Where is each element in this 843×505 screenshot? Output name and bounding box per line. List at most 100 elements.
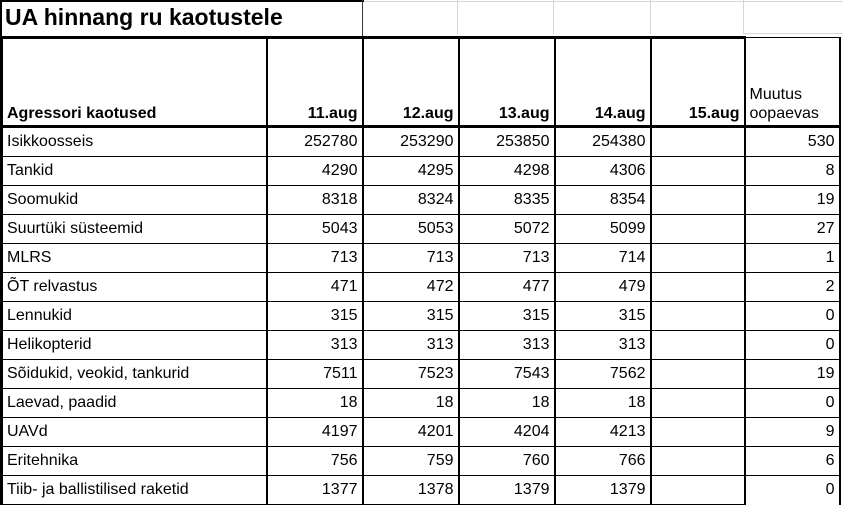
cell-value: 4295: [361, 156, 459, 186]
cell-value: 713: [457, 243, 555, 273]
table-row: Sõidukid, veokid, tankurid 7511 7523 7543 75…: [0, 359, 841, 389]
cell-value: 714: [553, 243, 651, 273]
cell-value: 18: [553, 388, 651, 418]
title-border-left: [0, 0, 2, 38]
cell-category-label: Soomukid: [0, 185, 267, 215]
cell-value: 315: [457, 301, 555, 331]
cell-category-label: Isikkoosseis: [0, 126, 267, 157]
cell-value: 8318: [265, 185, 363, 215]
cell-value: 4213: [553, 417, 651, 447]
cell-value: 254380: [553, 126, 651, 157]
cell-value: 2: [743, 272, 841, 302]
cell-value: 252780: [265, 126, 363, 157]
cell-value: 6: [743, 446, 841, 476]
cell-value: 18: [361, 388, 459, 418]
cell-value: 759: [361, 446, 459, 476]
title-border-right: [362, 0, 363, 36]
cell-value: [649, 330, 745, 360]
cell-value: 8354: [553, 185, 651, 215]
cell-category-label: MLRS: [0, 243, 267, 273]
header-row: Agressori kaotused 11.aug 12.aug 13.aug …: [0, 36, 841, 128]
cell-value: 766: [553, 446, 651, 476]
cell-value: 19: [743, 359, 841, 389]
gridline: [743, 0, 744, 34]
cell-category-label: Laevad, paadid: [0, 388, 267, 418]
cell-value: 313: [457, 330, 555, 360]
cell-value: [649, 214, 745, 244]
cell-value: 18: [265, 388, 363, 418]
cell-value: 0: [743, 475, 841, 505]
cell-value: 8335: [457, 185, 555, 215]
table-row: MLRS 713 713 713 714 1: [0, 243, 841, 273]
cell-value: 4201: [361, 417, 459, 447]
table-row: Tankid 4290 4295 4298 4306 8: [0, 156, 841, 186]
cell-value: 5072: [457, 214, 555, 244]
cell-category-label: Suurtüki süsteemid: [0, 214, 267, 244]
cell-value: 8: [743, 156, 841, 186]
cell-value: 313: [265, 330, 363, 360]
cell-value: 4306: [553, 156, 651, 186]
column-header-date-3: 13.aug: [457, 36, 555, 128]
cell-value: 1377: [265, 475, 363, 505]
sheet-title: UA hinnang ru kaotustele: [5, 4, 283, 30]
cell-value: [649, 156, 745, 186]
cell-value: 1379: [553, 475, 651, 505]
column-header-label: Agressori kaotused: [0, 36, 267, 128]
cell-value: 0: [743, 301, 841, 331]
cell-value: [649, 272, 745, 302]
cell-value: 477: [457, 272, 555, 302]
cell-category-label: Eritehnika: [0, 446, 267, 476]
cell-value: 1379: [457, 475, 555, 505]
cell-value: [649, 446, 745, 476]
cell-value: 756: [265, 446, 363, 476]
table-row: Suurtüki süsteemid 5043 5053 5072 5099 27: [0, 214, 841, 244]
losses-table: Agressori kaotused 11.aug 12.aug 13.aug …: [0, 36, 841, 505]
cell-value: 7543: [457, 359, 555, 389]
cell-category-label: ÕT relvastus: [0, 272, 267, 302]
cell-value: 27: [743, 214, 841, 244]
gridline: [553, 0, 554, 34]
cell-value: 530: [743, 126, 841, 157]
cell-value: 7562: [553, 359, 651, 389]
column-header-date-5: 15.aug: [649, 36, 745, 128]
cell-category-label: Helikopterid: [0, 330, 267, 360]
cell-value: 472: [361, 272, 459, 302]
table-row: Isikkoosseis 252780 253290 253850 254380 530: [0, 126, 841, 157]
cell-value: 760: [457, 446, 555, 476]
column-header-change-line1: Muutus: [749, 86, 802, 103]
cell-value: [649, 243, 745, 273]
cell-category-label: Tankid: [0, 156, 267, 186]
cell-value: 5053: [361, 214, 459, 244]
gridline: [743, 33, 843, 34]
cell-value: 313: [553, 330, 651, 360]
table-row: Tiib- ja ballistilised raketid 1377 1378 13…: [0, 475, 841, 505]
cell-value: 253850: [457, 126, 555, 157]
table-row: Soomukid 8318 8324 8335 8354 19: [0, 185, 841, 215]
cell-value: 4197: [265, 417, 363, 447]
cell-value: 479: [553, 272, 651, 302]
cell-value: [649, 301, 745, 331]
column-header-change: Muutus oopaevas: [743, 37, 841, 128]
cell-value: 1: [743, 243, 841, 273]
cell-value: 7523: [361, 359, 459, 389]
cell-value: 4290: [265, 156, 363, 186]
table-row: UAVd 4197 4201 4204 4213 9: [0, 417, 841, 447]
table-row: ÕT relvastus 471 472 477 479 2: [0, 272, 841, 302]
cell-category-label: Lennukid: [0, 301, 267, 331]
cell-value: [649, 388, 745, 418]
cell-value: 1378: [361, 475, 459, 505]
cell-category-label: Sõidukid, veokid, tankurid: [0, 359, 267, 389]
cell-value: 8324: [361, 185, 459, 215]
table-row: Helikopterid 313 313 313 313 0: [0, 330, 841, 360]
cell-value: 7511: [265, 359, 363, 389]
column-header-date-1: 11.aug: [265, 36, 363, 128]
cell-value: 0: [743, 330, 841, 360]
cell-value: 5099: [553, 214, 651, 244]
cell-value: 313: [361, 330, 459, 360]
cell-value: 713: [361, 243, 459, 273]
cell-value: 315: [553, 301, 651, 331]
cell-value: 253290: [361, 126, 459, 157]
cell-value: 4298: [457, 156, 555, 186]
cell-value: 315: [361, 301, 459, 331]
